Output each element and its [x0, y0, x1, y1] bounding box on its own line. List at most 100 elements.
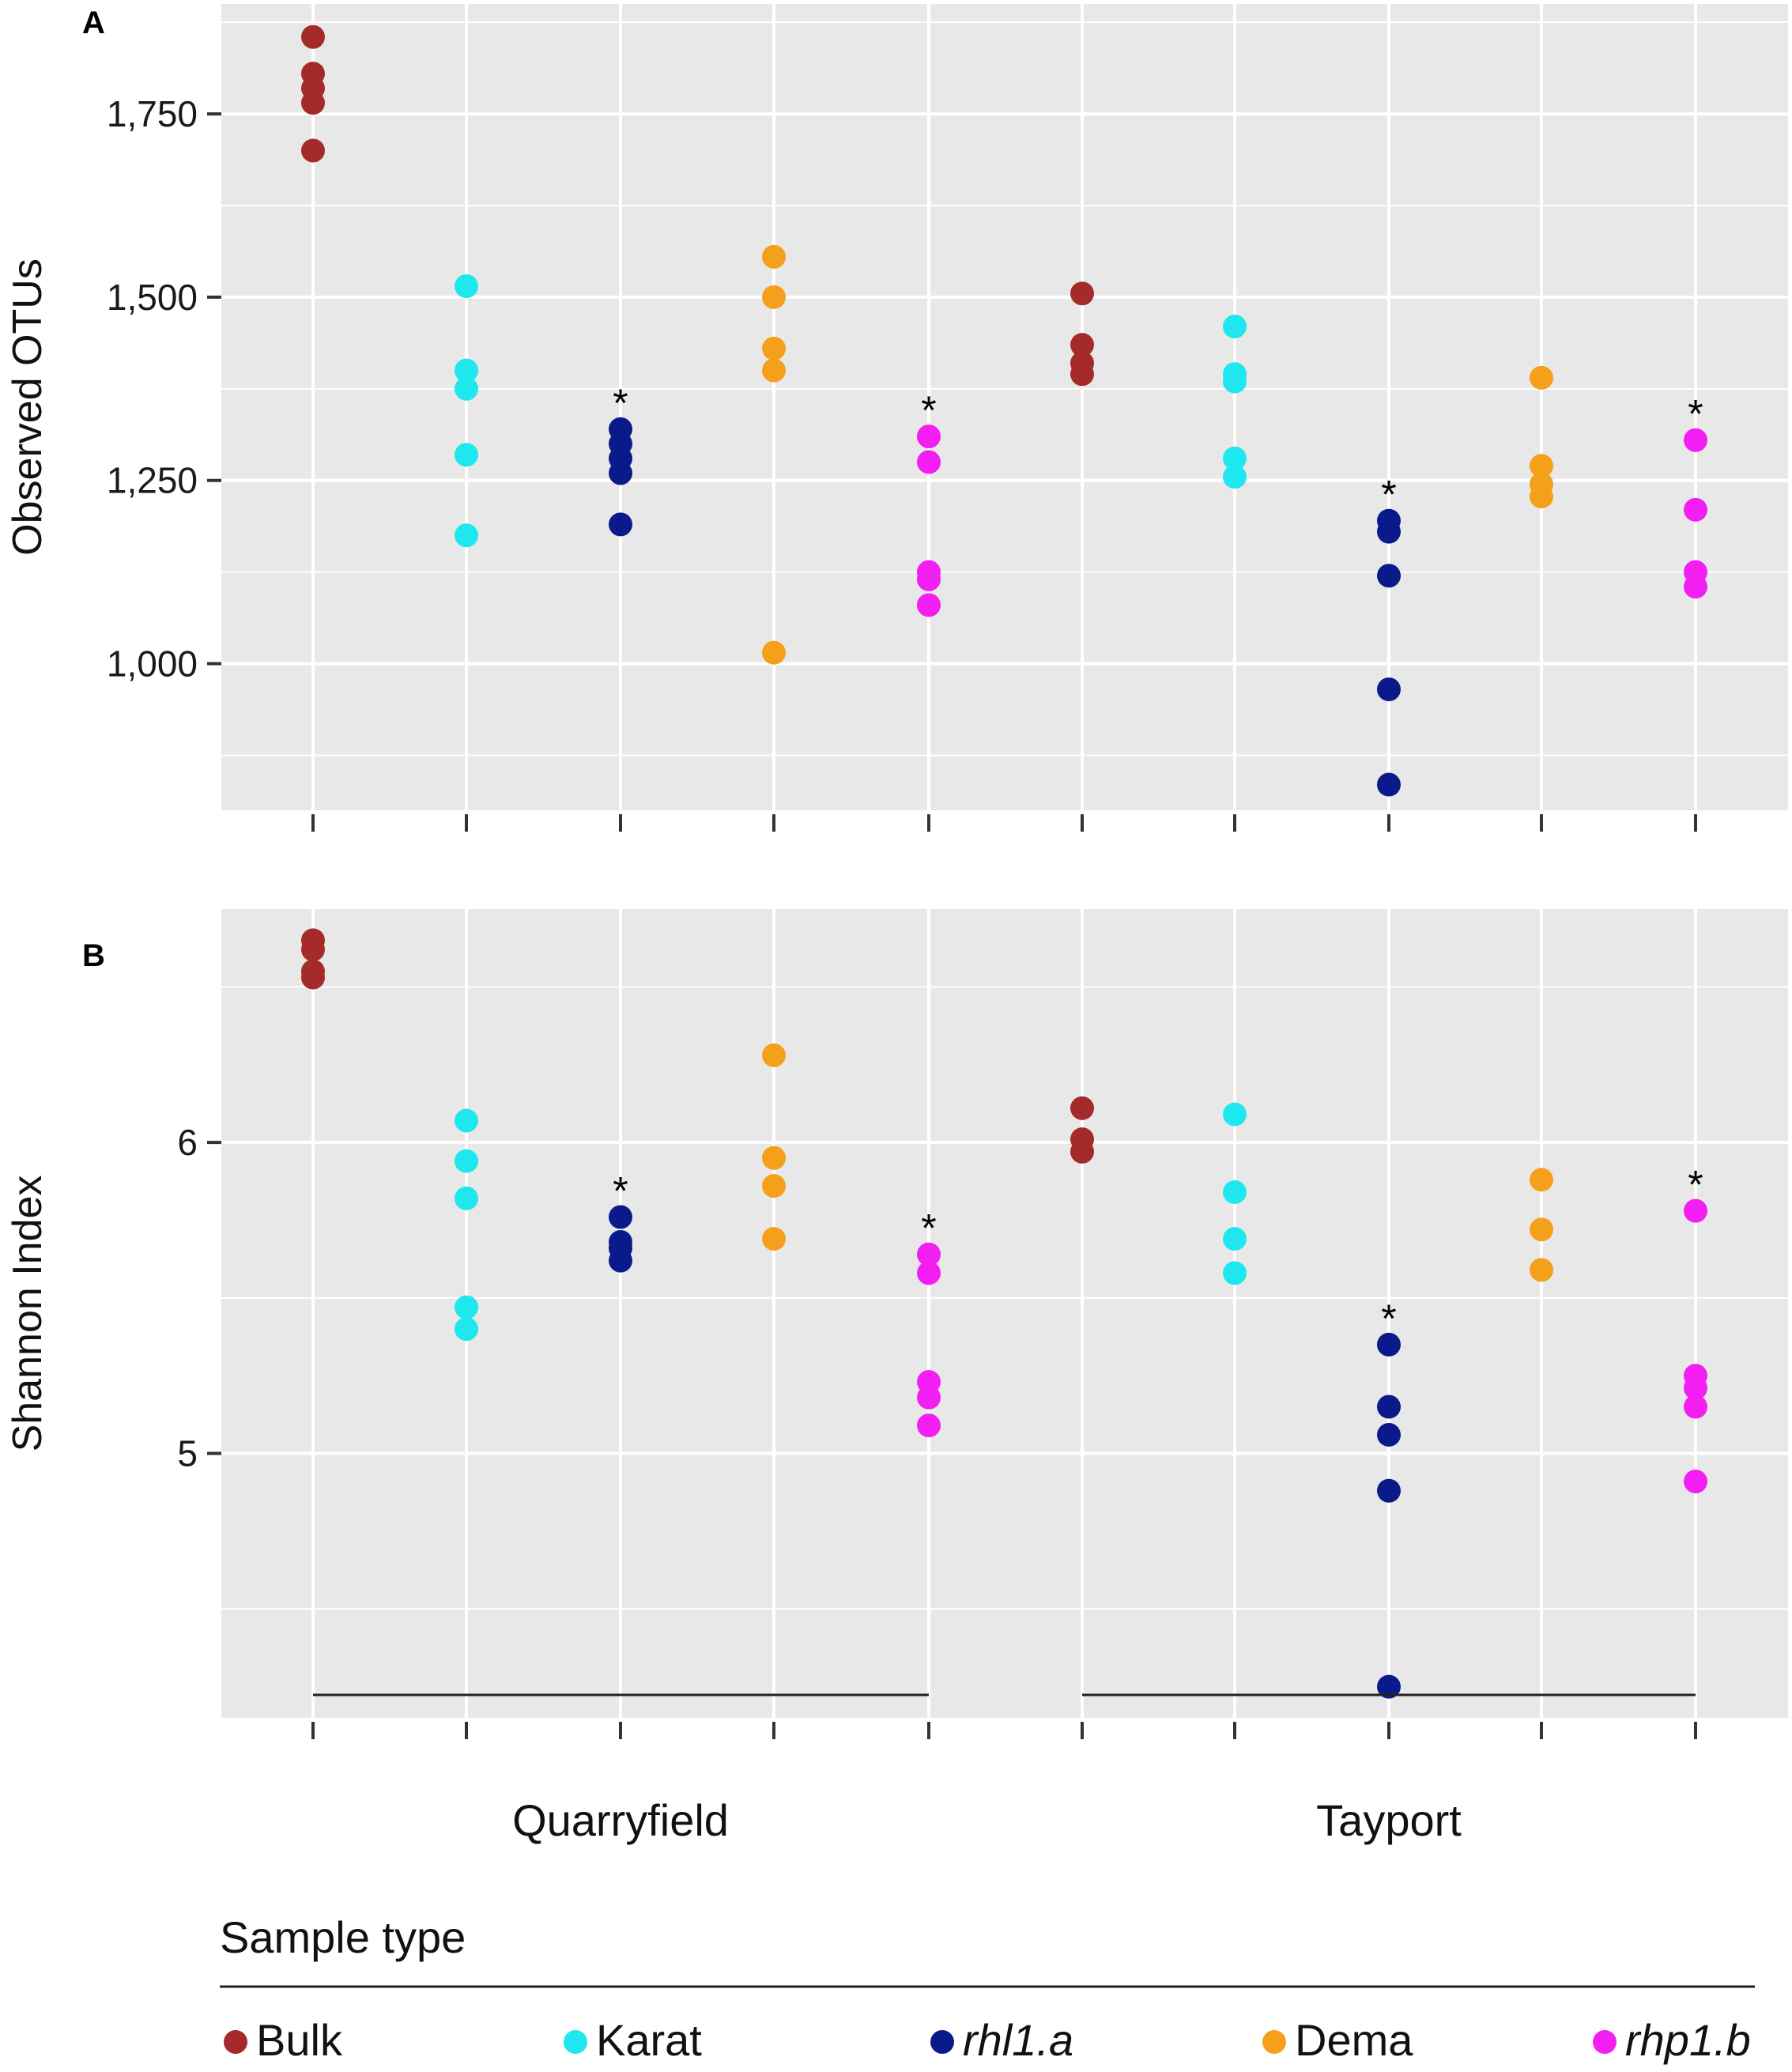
y-tick-label: 1,750: [107, 93, 198, 134]
point-tayport-rhp1-b: [1684, 497, 1707, 522]
point-quarryfield-rhp1-b: [917, 1261, 941, 1285]
significance-star: *: [1688, 1163, 1703, 1207]
point-quarryfield-bulk: [301, 965, 325, 990]
point-tayport-bulk: [1070, 281, 1094, 306]
point-quarryfield-karat: [455, 1108, 478, 1133]
panel-b: 5 6 Shannon Index B * * * *: [5, 909, 1788, 1739]
point-quarryfield-dema: [762, 1174, 786, 1198]
point-tayport-rhl1-a: [1377, 1395, 1401, 1419]
point-tayport-karat: [1223, 446, 1247, 470]
legend-label-dema: Dema: [1295, 2015, 1413, 2065]
group-label-tayport: Tayport: [1316, 1795, 1462, 1845]
point-quarryfield-dema: [762, 336, 786, 360]
y-tick-label: 5: [177, 1433, 198, 1474]
point-tayport-rhp1-b: [1684, 575, 1707, 599]
point-tayport-dema: [1530, 485, 1553, 509]
y-tick-label: 1,000: [107, 643, 198, 685]
point-quarryfield-bulk: [301, 25, 325, 49]
point-tayport-karat: [1223, 1102, 1247, 1127]
point-quarryfield-karat: [455, 1317, 478, 1342]
point-tayport-dema: [1530, 1258, 1553, 1282]
group-label-quarryfield: Quarryfield: [512, 1795, 729, 1845]
y-tick-label: 1,250: [107, 460, 198, 501]
point-quarryfield-karat: [455, 1295, 478, 1319]
point-tayport-rhp1-b: [1684, 1198, 1707, 1223]
point-quarryfield-bulk: [301, 938, 325, 962]
point-tayport-rhl1-a: [1377, 1422, 1401, 1447]
significance-star: *: [921, 388, 936, 432]
significance-star: *: [1688, 392, 1703, 436]
point-quarryfield-bulk: [301, 91, 325, 115]
plot-background: [221, 909, 1788, 1718]
point-tayport-dema: [1530, 454, 1553, 478]
point-tayport-rhl1-a: [1377, 564, 1401, 588]
point-quarryfield-rhp1-b: [917, 425, 941, 449]
y-tick-label: 6: [177, 1122, 198, 1163]
point-quarryfield-karat: [455, 358, 478, 383]
point-tayport-karat: [1223, 315, 1247, 338]
point-tayport-bulk: [1070, 362, 1094, 387]
plot-background: [221, 4, 1788, 810]
point-quarryfield-dema: [762, 640, 786, 665]
point-quarryfield-karat: [455, 443, 478, 467]
point-tayport-rhp1-b: [1684, 1376, 1707, 1400]
point-quarryfield-karat: [455, 523, 478, 548]
y-axis-title: Shannon Index: [5, 1176, 51, 1452]
point-quarryfield-rhp1-b: [917, 1413, 941, 1438]
point-tayport-dema: [1530, 1217, 1553, 1242]
point-tayport-dema: [1530, 365, 1553, 390]
point-tayport-karat: [1223, 1261, 1247, 1285]
point-tayport-rhl1-a: [1377, 1478, 1401, 1503]
legend-swatch-karat: [564, 2030, 587, 2054]
point-quarryfield-karat: [455, 1149, 478, 1173]
significance-star: *: [1381, 473, 1396, 517]
point-tayport-rhp1-b: [1684, 1395, 1707, 1419]
legend-label-rhl1-a: rhl1.a: [963, 2015, 1073, 2065]
legend-swatch-rhl1-a: [930, 2030, 954, 2054]
legend-swatch-bulk: [224, 2030, 247, 2054]
point-quarryfield-dema: [762, 1227, 786, 1251]
point-quarryfield-dema: [762, 244, 786, 269]
point-quarryfield-rhp1-b: [917, 1242, 941, 1266]
significance-star: *: [613, 381, 628, 425]
point-tayport-rhl1-a: [1377, 677, 1401, 701]
legend-swatch-rhp1-b: [1593, 2030, 1617, 2054]
point-tayport-rhp1-b: [1684, 1469, 1707, 1493]
point-quarryfield-dema: [762, 358, 786, 383]
point-quarryfield-dema: [762, 1145, 786, 1170]
point-quarryfield-karat: [455, 1186, 478, 1210]
point-tayport-rhl1-a: [1377, 519, 1401, 544]
panel-label: B: [82, 938, 105, 973]
legend-title: Sample type: [220, 1912, 466, 1962]
point-tayport-bulk: [1070, 1139, 1094, 1164]
point-quarryfield-rhp1-b: [917, 593, 941, 617]
point-quarryfield-rhl1-a: [609, 461, 632, 485]
significance-star: *: [613, 1169, 628, 1213]
point-quarryfield-rhl1-a: [609, 1248, 632, 1273]
point-quarryfield-rhp1-b: [917, 1385, 941, 1410]
point-tayport-rhl1-a: [1377, 1674, 1401, 1699]
panel-label: A: [82, 6, 105, 40]
panel-a: 1,000 1,250 1,500 1,750 Observed OTUs A * * * *: [5, 4, 1788, 832]
legend-swatch-dema: [1262, 2030, 1286, 2054]
point-quarryfield-dema: [762, 1043, 786, 1067]
point-quarryfield-dema: [762, 285, 786, 309]
point-tayport-rhl1-a: [1377, 1332, 1401, 1357]
point-tayport-karat: [1223, 369, 1247, 394]
point-tayport-karat: [1223, 1227, 1247, 1251]
point-quarryfield-rhp1-b: [917, 450, 941, 474]
y-axis-title: Observed OTUs: [5, 259, 51, 556]
point-tayport-bulk: [1070, 1096, 1094, 1120]
legend: Sample type Bulk Karat rhl1.a Dema rhp1.b: [220, 1912, 1755, 2065]
legend-label-rhp1-b: rhp1.b: [1625, 2015, 1751, 2065]
point-tayport-rhl1-a: [1377, 772, 1401, 797]
point-quarryfield-karat: [455, 376, 478, 401]
legend-label-bulk: Bulk: [256, 2015, 343, 2065]
point-quarryfield-bulk: [301, 138, 325, 163]
point-tayport-karat: [1223, 1180, 1247, 1205]
y-tick-label: 1,500: [107, 277, 198, 318]
point-tayport-dema: [1530, 1168, 1553, 1192]
point-quarryfield-rhl1-a: [609, 512, 632, 537]
point-tayport-rhp1-b: [1684, 428, 1707, 452]
